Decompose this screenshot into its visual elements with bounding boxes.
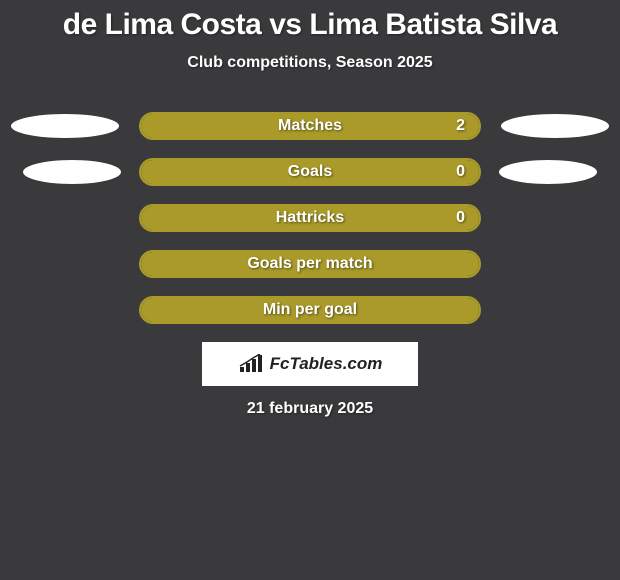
stat-row-goals-per-match: Goals per match: [0, 250, 620, 278]
stat-row-hattricks: Hattricks 0: [0, 204, 620, 232]
stat-label: Goals: [141, 163, 479, 181]
left-ellipse: [11, 114, 119, 138]
logo-box: FcTables.com: [202, 342, 418, 386]
stat-label: Hattricks: [141, 209, 479, 227]
stat-label: Matches: [141, 117, 479, 135]
subtitle: Club competitions, Season 2025: [0, 54, 620, 72]
stat-bar: Goals per match: [139, 250, 481, 278]
logo-text: FcTables.com: [270, 354, 383, 374]
left-ellipse: [23, 160, 121, 184]
vs-separator: vs: [269, 8, 301, 41]
right-ellipse: [499, 160, 597, 184]
stat-bar: Min per goal: [139, 296, 481, 324]
logo-content: FcTables.com: [238, 354, 383, 374]
stat-label: Goals per match: [141, 255, 479, 273]
stat-value: 0: [456, 163, 465, 181]
stat-bar: Goals 0: [139, 158, 481, 186]
page-title: de Lima Costa vs Lima Batista Silva: [0, 8, 620, 42]
stat-bar: Hattricks 0: [139, 204, 481, 232]
player1-name: de Lima Costa: [63, 8, 262, 41]
stat-value: 2: [456, 117, 465, 135]
player2-name: Lima Batista Silva: [309, 8, 557, 41]
stat-value: 0: [456, 209, 465, 227]
date-text: 21 february 2025: [0, 400, 620, 418]
stat-row-matches: Matches 2: [0, 112, 620, 140]
stat-row-goals: Goals 0: [0, 158, 620, 186]
right-ellipse: [501, 114, 609, 138]
stat-row-min-per-goal: Min per goal: [0, 296, 620, 324]
stat-label: Min per goal: [141, 301, 479, 319]
chart-icon: [238, 354, 266, 374]
stats-comparison-card: de Lima Costa vs Lima Batista Silva Club…: [0, 0, 620, 418]
stat-bar: Matches 2: [139, 112, 481, 140]
